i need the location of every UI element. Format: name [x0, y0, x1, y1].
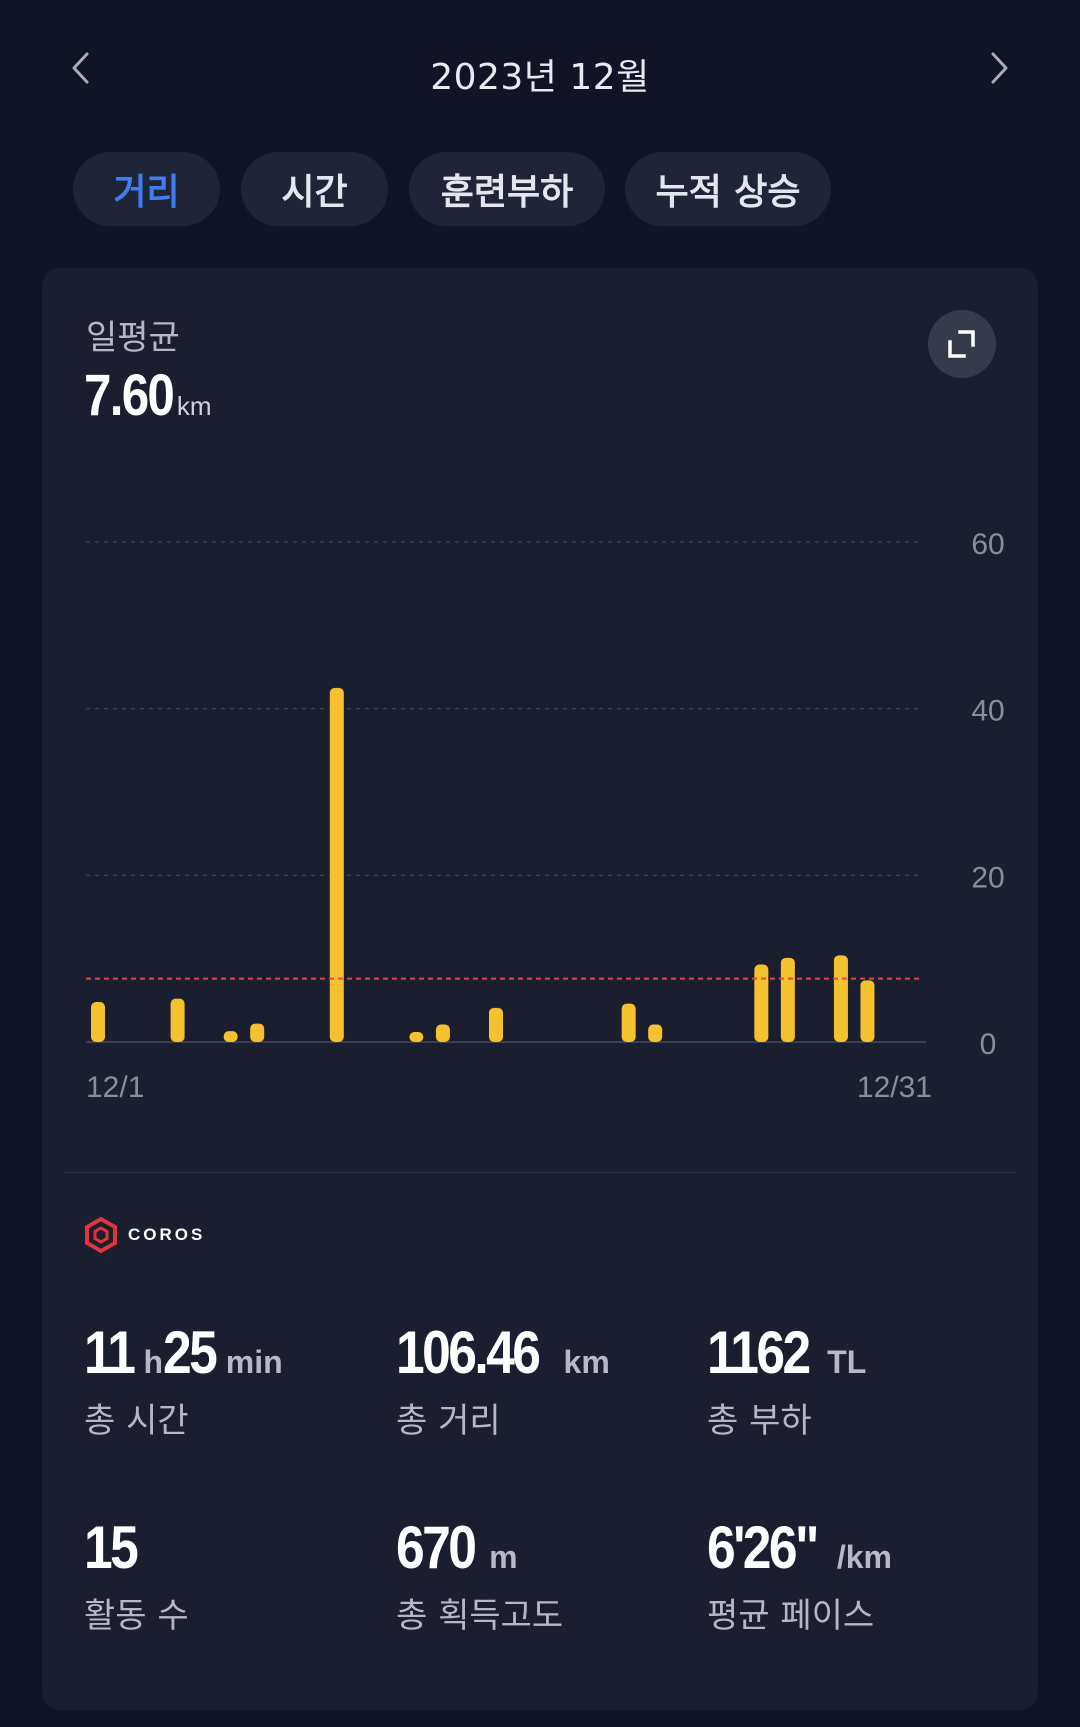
distance-bar-chart: 0 20 40 60 12/1 12/31 [86, 528, 1005, 1104]
y-tick-0: 0 [980, 1028, 997, 1061]
tab-distance[interactable]: 거리 [73, 152, 220, 226]
stat-number: 15 [84, 1514, 139, 1581]
coros-wordmark: COROS [128, 1225, 206, 1244]
stat-value: 15 [84, 1513, 189, 1582]
expand-icon [948, 330, 975, 358]
chevron-right-icon[interactable] [980, 48, 1020, 88]
daily-average-number: 7.60 [84, 363, 175, 428]
bar-day-26 [754, 964, 769, 1042]
month-title: 2023년 12월 [430, 57, 650, 98]
stat-unit: m [489, 1539, 518, 1575]
stat-total-ascent: 670 m 총 획득고도 [396, 1513, 563, 1637]
stat-average-pace: 6'26" /km 평균 페이스 [707, 1513, 892, 1637]
stat-value: 670 m [396, 1513, 563, 1582]
bar-day-10 [329, 687, 344, 1042]
bar-day-13 [409, 1032, 424, 1042]
stat-number: 106.46 [396, 1319, 541, 1386]
top-bar: 2023년 12월 [0, 30, 1080, 110]
bar-day-7 [250, 1023, 265, 1042]
tab-time[interactable]: 시간 [241, 152, 388, 226]
stat-label: 총 획득고도 [396, 1596, 564, 1636]
stat-total-distance: 106.46 km 총 거리 [396, 1318, 610, 1442]
x-label-start: 12/1 [86, 1071, 144, 1104]
coros-logo-mark [85, 1216, 117, 1254]
bar-day-14 [435, 1024, 450, 1042]
daily-average-value: 7.60 km [84, 362, 212, 429]
daily-average-unit: km [176, 391, 212, 421]
divider [64, 1172, 1016, 1173]
stat-label: 평균 페이스 [707, 1596, 875, 1636]
stat-number: 11 [84, 1319, 136, 1386]
stat-value: 1162 TL [707, 1318, 866, 1387]
tab-training-load[interactable]: 훈련부하 [409, 152, 605, 226]
x-label-end: 12/31 [857, 1071, 932, 1104]
stat-unit: /km [836, 1539, 892, 1575]
stats-card: 일평균 7.60 km 0 20 40 60 12/1 12/31 COROS 11 h 25… [42, 268, 1038, 1710]
stat-label: 활동 수 [84, 1596, 189, 1636]
bar-day-16 [489, 1007, 503, 1042]
chevron-left-icon[interactable] [60, 48, 100, 88]
bar-day-29 [833, 955, 848, 1042]
daily-average-label: 일평균 [86, 318, 180, 358]
stat-value: 106.46 km [396, 1318, 610, 1387]
stat-label: 총 시간 [84, 1401, 189, 1441]
bar-day-21 [621, 1003, 636, 1042]
stat-label: 총 거리 [396, 1401, 501, 1441]
stat-total-load: 1162 TL 총 부하 [707, 1318, 866, 1442]
stat-unit: TL [827, 1344, 867, 1380]
bar-day-22 [648, 1024, 663, 1042]
expand-button[interactable] [928, 310, 996, 378]
stat-value: 6'26" /km [707, 1513, 892, 1582]
stat-unit: h [143, 1344, 163, 1380]
bar-day-1 [91, 1002, 105, 1042]
stat-value: 11 h 25 min [84, 1318, 283, 1387]
y-tick-60: 60 [971, 528, 1004, 561]
stat-unit: min [225, 1344, 283, 1380]
stat-number: 6'26" [707, 1514, 820, 1581]
bar-day-27 [780, 957, 795, 1042]
coros-logo: COROS [82, 1216, 205, 1254]
bar-day-4 [170, 998, 185, 1042]
bar-day-30 [860, 980, 875, 1042]
stat-label: 총 부하 [707, 1401, 812, 1441]
y-tick-20: 20 [971, 861, 1004, 894]
stat-number: 670 [396, 1514, 477, 1581]
tab-cumulative-ascent[interactable]: 누적 상승 [625, 152, 831, 226]
stat-unit: km [563, 1344, 610, 1380]
stat-number: 1162 [707, 1319, 811, 1386]
y-tick-40: 40 [971, 695, 1004, 728]
stat-total-time: 11 h 25 min 총 시간 [84, 1318, 283, 1442]
stat-number: 25 [162, 1319, 218, 1386]
bar-day-6 [223, 1031, 238, 1042]
stat-activity-count: 15 활동 수 [84, 1513, 189, 1637]
